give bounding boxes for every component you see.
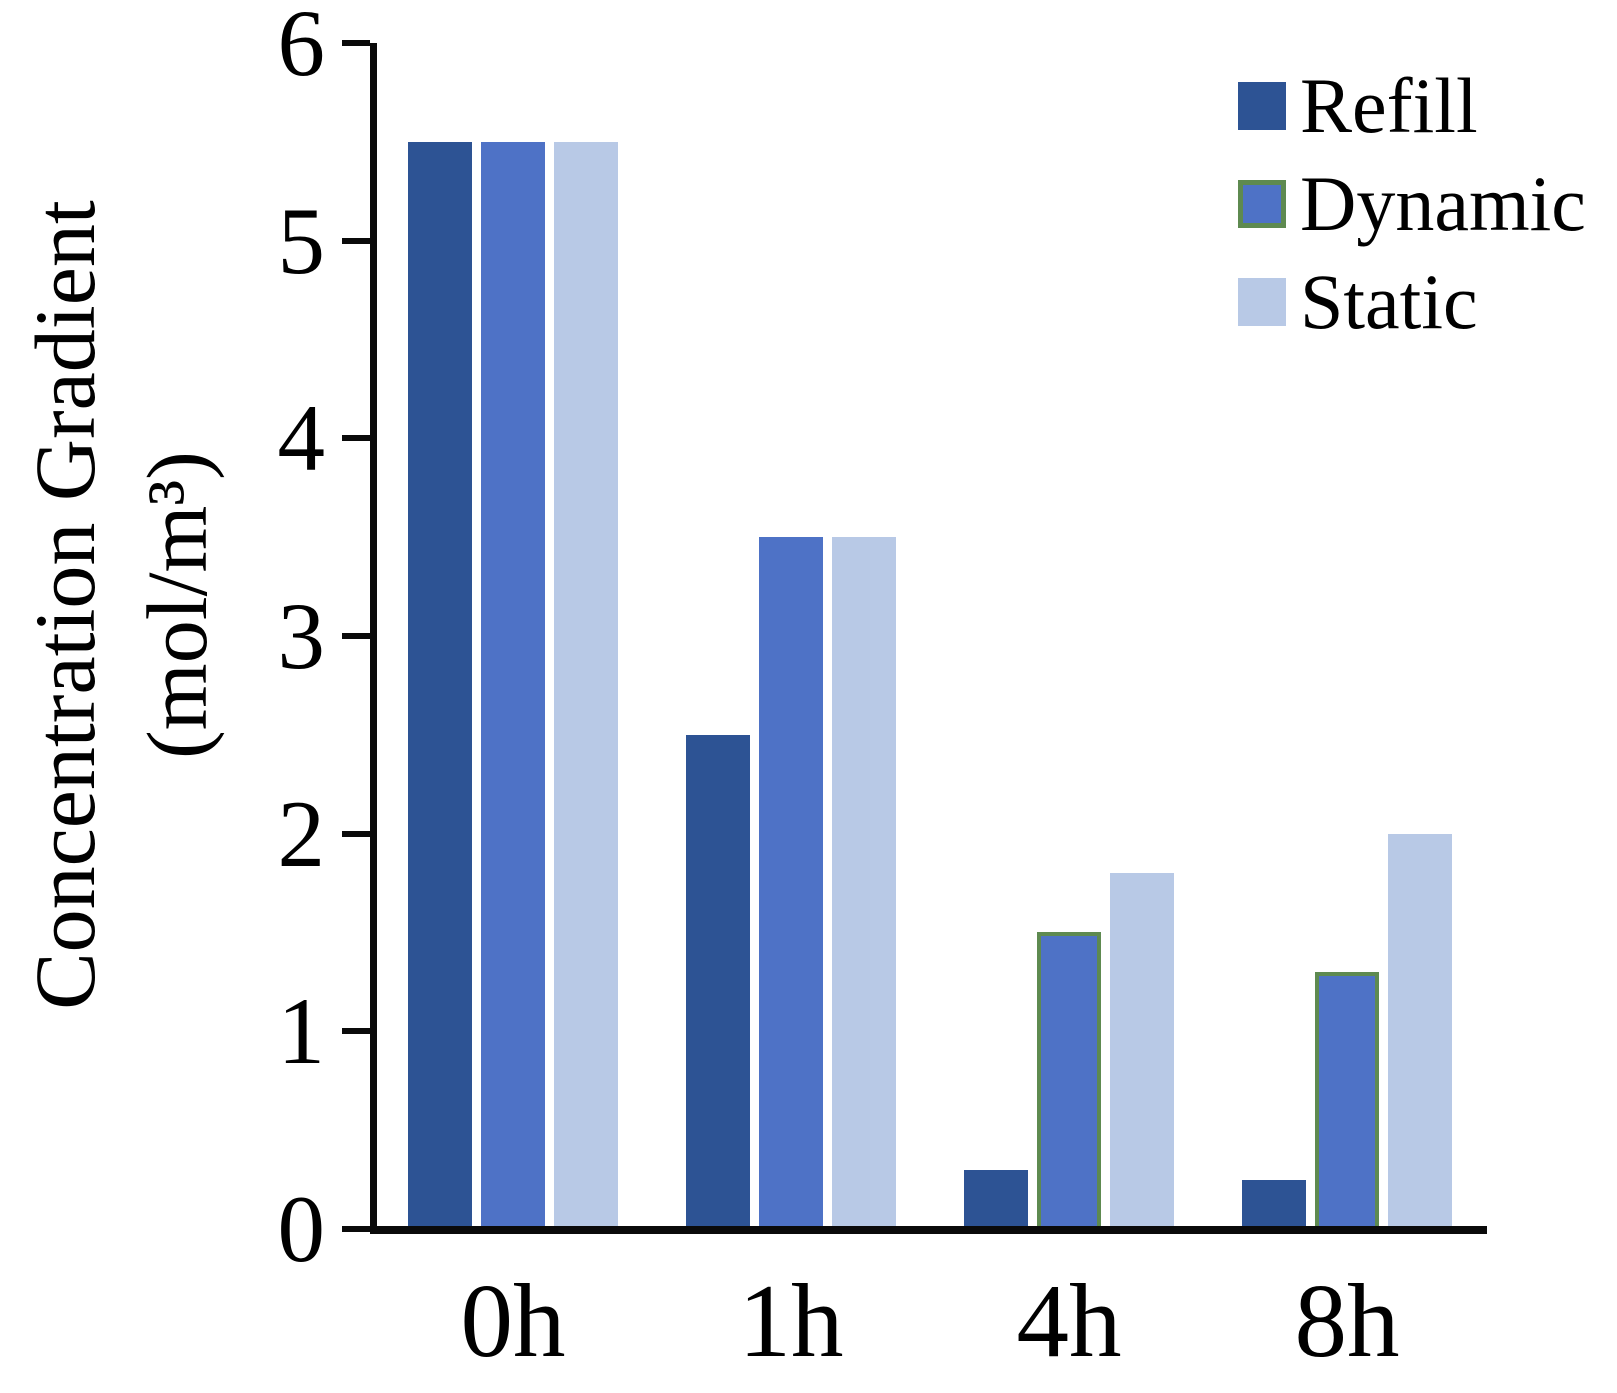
bar-dynamic-8h (1315, 972, 1379, 1233)
y-axis-tick (342, 435, 370, 441)
y-tick-label: 5 (277, 188, 326, 294)
legend-item-static: Static (1238, 260, 1586, 344)
y-axis-tick (342, 238, 370, 244)
bar-refill-8h (1242, 1180, 1306, 1233)
y-axis-tick (342, 1028, 370, 1034)
y-axis-title-line2: (mol/m³) (129, 451, 225, 759)
y-axis-tick (342, 40, 370, 46)
x-tick-label: 8h (1294, 1262, 1400, 1379)
legend-item-refill: Refill (1238, 64, 1586, 148)
y-tick-label: 4 (277, 385, 326, 491)
y-tick-label: 6 (277, 0, 326, 96)
bar-static-1h (832, 537, 896, 1233)
legend: Refill Dynamic Static (1238, 64, 1586, 344)
legend-label: Static (1300, 258, 1478, 345)
bar-refill-1h (686, 735, 750, 1233)
legend-swatch-refill (1238, 82, 1286, 130)
y-tick-label: 0 (277, 1176, 326, 1282)
bar-refill-0h (408, 142, 472, 1233)
y-axis-title-line1: Concentration Gradient (17, 200, 113, 1010)
y-axis-line (370, 43, 377, 1234)
x-axis-line (370, 1226, 1487, 1234)
bar-static-0h (554, 142, 618, 1233)
bar-dynamic-4h (1037, 932, 1101, 1233)
legend-label: Dynamic (1300, 160, 1586, 247)
x-tick-label: 0h (460, 1262, 566, 1379)
y-tick-label: 1 (277, 978, 326, 1084)
legend-label: Refill (1300, 62, 1478, 149)
bar-dynamic-0h (481, 142, 545, 1233)
bar-static-4h (1110, 873, 1174, 1233)
y-axis-tick (342, 633, 370, 639)
y-axis-title: Concentration Gradient (mol/m³) (9, 55, 233, 1155)
y-axis-tick (342, 1226, 370, 1232)
legend-swatch-static (1238, 278, 1286, 326)
bar-dynamic-1h (759, 537, 823, 1233)
bar-refill-4h (964, 1170, 1028, 1233)
y-tick-label: 2 (277, 781, 326, 887)
x-tick-label: 4h (1016, 1262, 1122, 1379)
y-axis-tick (342, 831, 370, 837)
legend-item-dynamic: Dynamic (1238, 162, 1586, 246)
bar-static-8h (1388, 834, 1452, 1233)
x-tick-label: 1h (738, 1262, 844, 1379)
y-tick-label: 3 (277, 583, 326, 689)
legend-swatch-dynamic (1238, 180, 1286, 228)
